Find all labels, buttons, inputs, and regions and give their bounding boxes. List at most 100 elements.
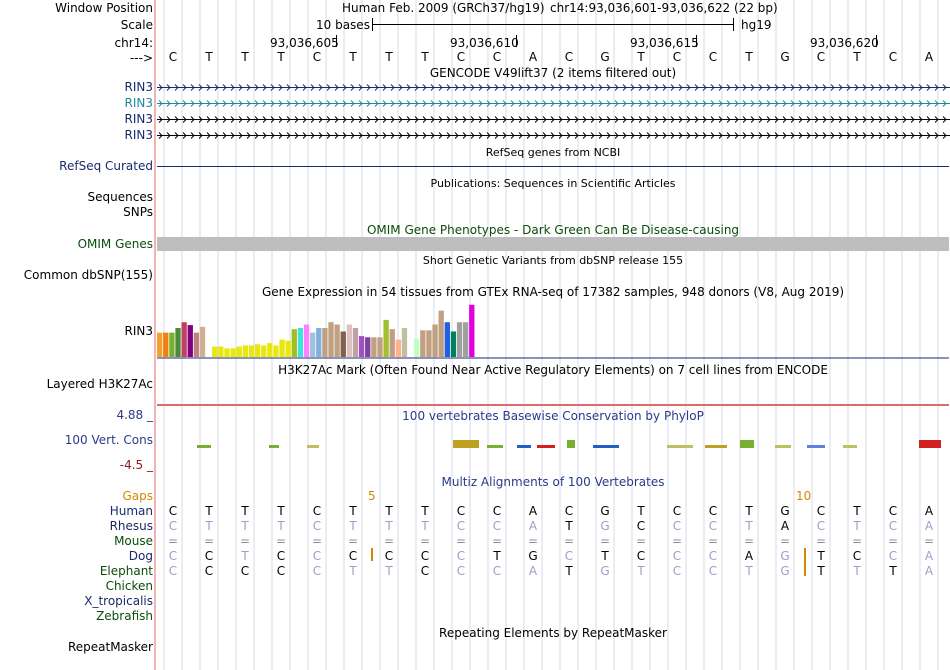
human-base-4: C <box>312 504 322 518</box>
gtex-bar-38 <box>389 329 395 357</box>
rhesus-base-12: G <box>600 519 610 533</box>
dbsnp-track-title: Short Genetic Variants from dbSNP releas… <box>422 254 684 267</box>
gtex-bar-14 <box>242 345 248 357</box>
rhesus-base-10: A <box>528 519 538 533</box>
cons-min-label: -4.5 _ <box>119 458 153 472</box>
species-rhesus[interactable]: Rhesus <box>109 519 153 533</box>
window-position-label: Window Position <box>55 1 153 15</box>
dog-base-3: C <box>276 549 286 563</box>
gtex-bar-37 <box>383 319 389 357</box>
gtex-bar-33 <box>358 336 365 357</box>
gencode-item-2[interactable]: RIN3 <box>124 96 154 110</box>
gencode-item-3[interactable]: RIN3 <box>124 112 154 126</box>
repeatmasker-label[interactable]: RepeatMasker <box>67 640 153 654</box>
elephant-base-7: C <box>420 564 430 578</box>
human-base-12: G <box>600 504 610 518</box>
gaps-label[interactable]: Gaps <box>122 489 153 503</box>
dog-base-4: C <box>312 549 322 563</box>
base-5: T <box>349 50 357 64</box>
sequences-label[interactable]: Sequences <box>87 190 153 204</box>
species-mouse[interactable]: Mouse <box>114 534 153 548</box>
transcript-line-3 <box>157 116 950 123</box>
human-base-20: C <box>888 504 898 518</box>
gtex-label[interactable]: RIN3 <box>124 324 154 338</box>
gtex-bar-30 <box>340 331 346 357</box>
gtex-bar-11 <box>224 348 230 357</box>
dbsnp-label[interactable]: Common dbSNP(155) <box>23 268 153 282</box>
phylop-mark-15 <box>919 440 941 448</box>
gtex-bar-7 <box>199 326 206 357</box>
gtex-bar-39 <box>395 339 401 357</box>
elephant-base-18: T <box>817 564 825 578</box>
dog-base-5: C <box>348 549 358 563</box>
rhesus-base-0: C <box>168 519 178 533</box>
gencode-item-4[interactable]: RIN3 <box>124 128 154 142</box>
species-human[interactable]: Human <box>109 504 153 518</box>
mouse-base-13: = <box>635 534 647 548</box>
human-base-8: C <box>456 504 466 518</box>
base-14: C <box>672 50 682 64</box>
mouse-base-19: = <box>851 534 863 548</box>
dog-base-18: T <box>817 549 825 563</box>
elephant-base-8: C <box>456 564 466 578</box>
refseq-gene-line[interactable] <box>157 166 949 167</box>
human-base-6: T <box>385 504 393 518</box>
snps-label[interactable]: SNPs <box>123 205 153 219</box>
mouse-base-9: = <box>491 534 503 548</box>
gtex-bar-20 <box>279 339 285 357</box>
refseq-label[interactable]: RefSeq Curated <box>59 159 153 173</box>
human-base-2: T <box>241 504 249 518</box>
gencode-item-1[interactable]: RIN3 <box>124 80 154 94</box>
elephant-base-20: T <box>889 564 897 578</box>
rhesus-base-4: C <box>312 519 322 533</box>
species-dog[interactable]: Dog <box>128 549 153 563</box>
elephant-base-15: C <box>708 564 718 578</box>
base-2: T <box>241 50 249 64</box>
rhesus-base-9: C <box>492 519 502 533</box>
tick-mark <box>876 35 877 47</box>
dog-base-1: C <box>204 549 214 563</box>
elephant-base-21: A <box>924 564 934 578</box>
phylop-mark-0 <box>197 445 211 448</box>
gtex-bar-15 <box>248 345 255 357</box>
gtex-bar-48 <box>450 331 457 357</box>
publications-track-title: Publications: Sequences in Scientific Ar… <box>430 177 676 190</box>
species-elephant[interactable]: Elephant <box>99 564 153 578</box>
species-chicken[interactable]: Chicken <box>105 579 153 593</box>
dog-base-0: C <box>168 549 178 563</box>
gtex-bar-10 <box>218 346 224 357</box>
species-zebrafish[interactable]: Zebrafish <box>96 609 153 623</box>
window-position-text[interactable]: chr14:93,036,601-93,036,622 (22 bp) <box>550 1 778 15</box>
elephant-base-6: T <box>385 564 393 578</box>
gtex-bar-46 <box>438 310 444 357</box>
tick-label-3: 93,036,615 <box>630 36 699 50</box>
omim-label[interactable]: OMIM Genes <box>77 237 153 251</box>
gtex-bar-4 <box>181 322 187 357</box>
gtex-bar-6 <box>193 332 200 357</box>
phylop-logo[interactable] <box>157 436 949 458</box>
phylop-mark-14 <box>843 445 857 448</box>
gtex-bar-chart[interactable] <box>157 299 949 359</box>
h3k27ac-signal[interactable] <box>157 404 949 406</box>
cons-max-label: 4.88 _ <box>116 408 153 422</box>
gtex-bar-49 <box>456 322 463 357</box>
strand-arrow[interactable]: ---> <box>129 51 153 65</box>
elephant-base-0: C <box>168 564 178 578</box>
tick-label-1: 93,036,605 <box>270 36 339 50</box>
omim-gene-bar[interactable] <box>157 237 949 251</box>
multiz-track-title: Multiz Alignments of 100 Vertebrates <box>441 475 665 489</box>
h3k27ac-label[interactable]: Layered H3K27Ac <box>46 377 153 391</box>
human-base-18: C <box>816 504 826 518</box>
species-xtropicalis[interactable]: X_tropicalis <box>84 594 153 608</box>
gtex-bar-18 <box>267 343 273 357</box>
elephant-base-17: G <box>780 564 790 578</box>
gtex-bar-27 <box>322 328 328 357</box>
dog-base-6: C <box>384 549 394 563</box>
rhesus-base-7: T <box>421 519 429 533</box>
mouse-base-7: = <box>419 534 431 548</box>
dog-base-9: T <box>493 549 501 563</box>
gtex-bar-3 <box>175 328 181 357</box>
dog-base-13: C <box>636 549 646 563</box>
cons-label[interactable]: 100 Vert. Cons <box>64 433 153 447</box>
gtex-bar-45 <box>432 324 438 357</box>
